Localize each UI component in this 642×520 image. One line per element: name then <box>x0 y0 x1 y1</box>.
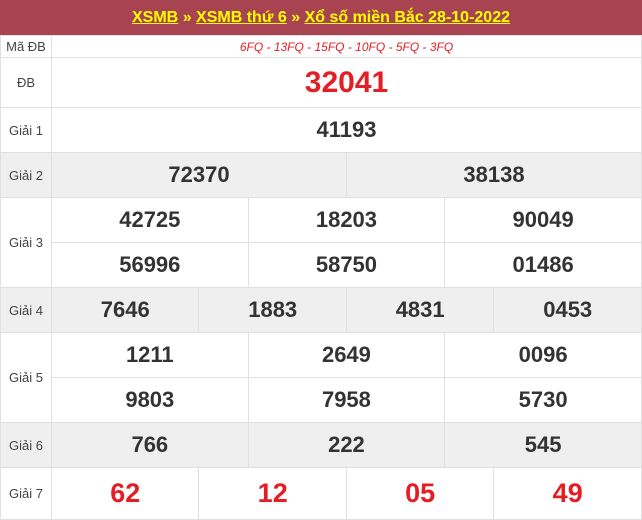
prize-g7: 05 <box>345 467 495 520</box>
prize-g3: 90049 <box>444 197 642 243</box>
prize-g5: 5730 <box>444 377 642 423</box>
link-xsmb-date[interactable]: Xổ số miền Bắc 28-10-2022 <box>304 9 510 26</box>
breadcrumb-sep: » <box>182 9 192 26</box>
prize-g3: 42725 <box>51 197 249 243</box>
prize-g4: 0453 <box>493 287 642 333</box>
prize-g3: 56996 <box>51 242 249 288</box>
prize-g7: 12 <box>198 467 347 520</box>
prize-g4: 4831 <box>345 287 495 333</box>
label-ma-db: Mã ĐB <box>0 35 52 58</box>
ma-db-value: 6FQ - 13FQ - 15FQ - 10FQ - 5FQ - 3FQ <box>51 35 642 58</box>
label-g1: Giải 1 <box>0 107 52 153</box>
label-db: ĐB <box>0 57 52 108</box>
label-g5: Giải 5 <box>0 332 52 423</box>
prize-g6: 545 <box>444 422 642 468</box>
prize-g3: 58750 <box>247 242 446 288</box>
prize-g4: 1883 <box>198 287 347 333</box>
prize-g7: 49 <box>493 467 642 520</box>
label-g3: Giải 3 <box>0 197 52 288</box>
prize-g5: 1211 <box>51 332 249 378</box>
breadcrumb-sep: » <box>291 9 301 26</box>
prize-g5: 0096 <box>444 332 642 378</box>
label-g6: Giải 6 <box>0 422 52 468</box>
label-g7: Giải 7 <box>0 467 52 520</box>
page-header: XSMB » XSMB thứ 6 » Xổ số miền Bắc 28-10… <box>0 0 642 35</box>
prize-g5: 2649 <box>247 332 446 378</box>
prize-g4: 7646 <box>50 287 200 333</box>
prize-g7: 62 <box>50 467 200 520</box>
prize-g1: 41193 <box>51 107 642 153</box>
prize-g3: 18203 <box>247 197 446 243</box>
prize-g2: 38138 <box>345 152 642 198</box>
link-xsmb[interactable]: XSMB <box>132 9 179 26</box>
prize-g2: 72370 <box>51 152 347 198</box>
label-g4: Giải 4 <box>0 287 52 333</box>
prize-g5: 9803 <box>51 377 249 423</box>
prize-g6: 222 <box>247 422 446 468</box>
prize-g3: 01486 <box>444 242 642 288</box>
prize-g5: 7958 <box>247 377 446 423</box>
prize-db: 32041 <box>51 57 642 108</box>
label-g2: Giải 2 <box>0 152 52 198</box>
prize-g6: 766 <box>51 422 249 468</box>
link-xsmb-thu-6[interactable]: XSMB thứ 6 <box>196 9 287 26</box>
results-table: Mã ĐB 6FQ - 13FQ - 15FQ - 10FQ - 5FQ - 3F… <box>0 35 642 520</box>
